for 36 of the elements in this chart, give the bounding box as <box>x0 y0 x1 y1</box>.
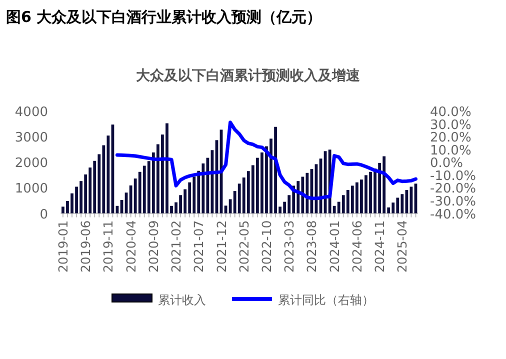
legend-label: 累计同比（右轴） <box>278 293 374 307</box>
y-tick-label: 2000 <box>14 156 48 172</box>
x-tick-label: 2024-01 <box>326 220 342 273</box>
x-tick-label: 2022-05 <box>236 220 252 273</box>
y2-tick-label: -30.0% <box>430 194 476 210</box>
y2-tick-label: 30.0% <box>430 118 472 133</box>
chart-title: 图6 大众及以下白酒行业累计收入预测（亿元） <box>6 8 322 26</box>
x-tick-label: 2020-09 <box>146 220 161 273</box>
y-tick-label: 4000 <box>14 105 48 120</box>
y-tick-label: 1000 <box>14 182 48 197</box>
y2-tick-label: -10.0% <box>430 168 476 184</box>
x-tick-label: 2024-06 <box>349 220 364 273</box>
x-tick-label: 2019-11 <box>100 220 116 273</box>
bar <box>224 206 228 214</box>
y2-tick-label: 40.0% <box>430 105 472 120</box>
y-tick-label: 0 <box>40 207 48 222</box>
y-tick-label: 3000 <box>14 130 48 146</box>
line-series <box>115 120 418 200</box>
y2-tick-label: -20.0% <box>430 182 476 197</box>
x-tick-label: 2021-12 <box>214 220 229 273</box>
y2-tick-label: -40.0% <box>430 207 476 222</box>
y2-tick-label: 20.0% <box>430 130 472 146</box>
x-tick-label: 2019-01 <box>55 220 70 273</box>
y2-tick-label: 0.0% <box>430 156 464 172</box>
y2-tick-label: 10.0% <box>430 143 472 158</box>
x-tick-label: 2023-03 <box>282 220 297 273</box>
x-tick-label: 2025-04 <box>394 220 410 273</box>
x-tick-label: 2021-07 <box>191 220 206 273</box>
x-tick-label: 2022-10 <box>258 220 274 273</box>
chart-subtitle: 大众及以下白酒累计预测收入及增速 <box>136 68 361 84</box>
x-tick-label: 2021-02 <box>168 220 184 273</box>
x-tick-label: 2020-04 <box>123 220 138 273</box>
x-tick-label: 2024-11 <box>372 220 388 273</box>
x-tick-label: 2019-06 <box>78 220 94 273</box>
x-tick-label: 2023-08 <box>304 220 320 273</box>
legend-label: 累计收入 <box>158 293 206 307</box>
